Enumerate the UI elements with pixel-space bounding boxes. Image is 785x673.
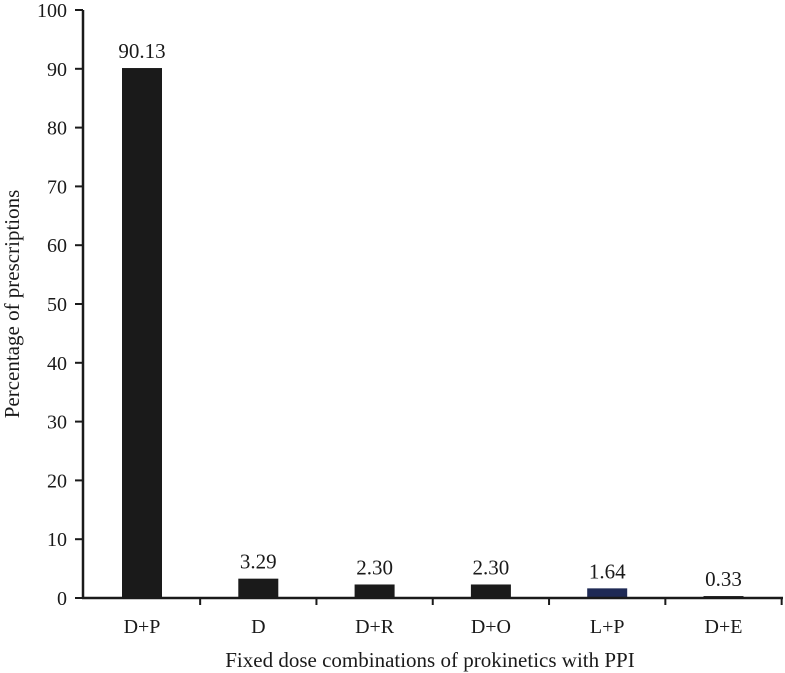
bar-d-plus-r [354,584,395,598]
data-label: 2.30 [473,555,510,579]
bar-d-plus-o [470,584,511,598]
data-label: 2.30 [356,555,393,579]
data-label: 0.33 [705,567,742,591]
y-tick-label: 30 [47,412,67,434]
y-tick-label: 50 [47,294,67,316]
y-tick-label: 40 [47,353,67,375]
data-label: 90.13 [118,39,165,63]
y-tick-label: 60 [47,235,67,257]
y-tick-label: 20 [47,470,67,492]
bar-d-plus-p [122,68,162,599]
y-tick-label: 80 [47,118,67,140]
x-tick-label: L+P [590,616,625,638]
bar-l-plus-p [587,588,628,598]
x-tick-label: D [251,616,265,638]
x-tick-label: D+R [355,616,395,638]
y-tick-label: 100 [37,0,67,22]
x-tick-label: D+O [471,616,511,638]
axes-group: D+P D D+R D+O L+P D+E 0 10 20 30 40 50 60 70 80 90 100 [37,0,783,638]
data-labels-group: 90.13 3.29 2.30 2.30 1.64 0.33 [118,39,742,591]
x-axis-title: Fixed dose combinations of prokinetics w… [225,648,634,672]
y-tick-label: 70 [47,176,67,198]
y-tick-label: 10 [47,529,67,551]
bar-d [238,578,279,598]
y-axis-title: Percentage of prescriptions [0,190,24,419]
y-tick-label: 90 [47,59,67,81]
y-tick-label: 0 [57,588,67,610]
data-label: 1.64 [589,559,626,583]
x-tick-label: D+P [124,616,161,638]
bars-group [122,68,744,599]
x-tick-label: D+E [705,616,743,638]
data-label: 3.29 [240,550,277,574]
